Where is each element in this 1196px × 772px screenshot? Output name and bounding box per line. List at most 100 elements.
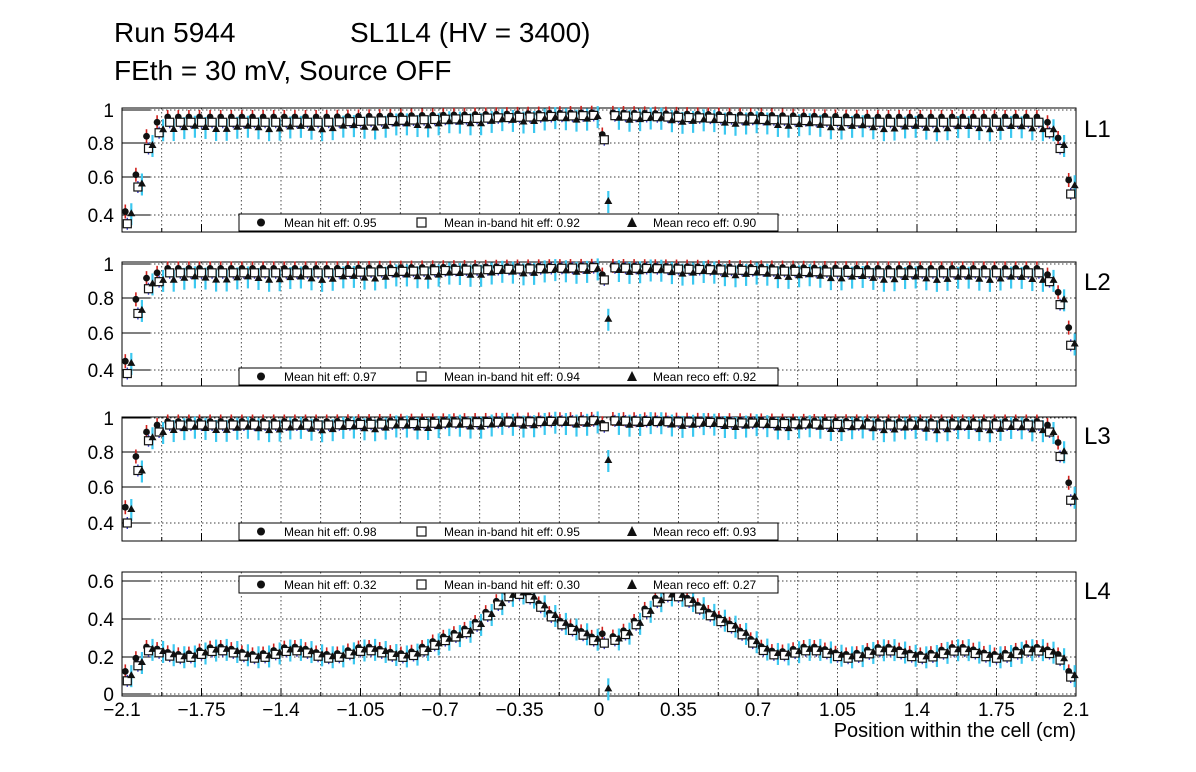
marker-reco (731, 621, 740, 629)
marker-inband (165, 268, 175, 278)
marker-hit (132, 654, 140, 662)
marker-inband (938, 117, 949, 127)
marker-inband (991, 268, 1002, 278)
marker-reco (307, 424, 316, 432)
marker-inband (271, 420, 281, 430)
marker-reco (848, 652, 857, 660)
marker-reco (413, 272, 422, 280)
marker-reco (339, 422, 348, 430)
marker-reco (275, 275, 284, 283)
marker-reco (773, 272, 782, 280)
marker-reco (572, 420, 581, 428)
marker-inband (843, 267, 853, 277)
marker-reco (826, 274, 835, 282)
legend-hit-marker (257, 527, 265, 536)
marker-reco (636, 115, 645, 123)
marker-reco (890, 425, 899, 433)
marker-reco (339, 272, 348, 280)
legend-inband-marker (416, 526, 427, 537)
y-tick-label: 1 (103, 409, 114, 430)
marker-reco (689, 596, 698, 604)
marker-reco (413, 423, 422, 431)
marker-reco (625, 420, 634, 428)
marker-inband (472, 417, 482, 428)
marker-inband (122, 518, 132, 528)
marker-reco (1017, 647, 1026, 655)
marker-inband (122, 676, 132, 686)
marker-inband (832, 267, 843, 277)
marker-hit (143, 274, 150, 282)
marker-inband (970, 268, 980, 278)
marker-reco (222, 124, 231, 132)
marker-reco (201, 122, 210, 130)
marker-reco (286, 273, 295, 281)
marker-hit (1044, 271, 1051, 278)
marker-inband (1034, 420, 1044, 430)
marker-inband (938, 420, 949, 430)
marker-reco (922, 123, 931, 131)
y-tick-label: 0.4 (88, 361, 115, 382)
marker-reco (137, 657, 146, 665)
marker-inband (355, 267, 366, 277)
y-tick-label: 0.8 (88, 134, 114, 155)
marker-reco (434, 270, 443, 278)
marker-reco (169, 426, 178, 434)
marker-reco (731, 119, 740, 127)
x-tick-label: 0 (594, 700, 605, 721)
marker-reco (975, 425, 984, 433)
marker-hit (598, 630, 606, 638)
marker-reco (752, 637, 761, 645)
marker-inband (228, 117, 238, 127)
marker-inband (133, 661, 143, 671)
legend-reco-text: Mean reco eff: 0.27 (653, 578, 757, 592)
layer-label: L4 (1084, 578, 1111, 605)
marker-reco (190, 272, 199, 280)
legend-inband-marker (416, 579, 427, 590)
marker-reco (127, 505, 136, 512)
marker-reco (572, 115, 581, 123)
marker-reco (932, 426, 941, 434)
marker-reco (519, 269, 528, 277)
marker-reco (583, 629, 592, 637)
marker-inband (228, 268, 238, 278)
marker-hit (1054, 134, 1062, 142)
marker-reco (604, 684, 613, 692)
marker-reco (519, 117, 528, 125)
marker-reco (720, 615, 729, 623)
marker-reco (848, 423, 857, 431)
marker-reco (742, 269, 751, 277)
marker-inband (122, 368, 132, 379)
marker-reco (869, 123, 878, 131)
data-points (121, 258, 1079, 380)
marker-inband (726, 418, 737, 428)
marker-inband (864, 268, 874, 278)
marker-reco (932, 275, 941, 283)
marker-inband (896, 268, 906, 278)
marker-reco (445, 117, 454, 125)
marker-reco (212, 425, 221, 433)
marker-reco (137, 466, 146, 474)
marker-reco (466, 626, 475, 634)
marker-reco (148, 141, 157, 148)
y-tick-label: 0.4 (88, 206, 115, 227)
marker-inband (514, 264, 525, 274)
marker-reco (943, 425, 952, 433)
legend-reco-marker (627, 526, 637, 536)
marker-reco (318, 275, 327, 283)
marker-reco (773, 423, 782, 431)
marker-reco (583, 266, 592, 274)
marker-inband (143, 143, 154, 154)
y-tick-label: 0.6 (88, 324, 114, 345)
marker-inband (525, 264, 535, 274)
marker-reco (689, 116, 698, 124)
marker-reco (742, 628, 751, 636)
marker-reco (551, 265, 560, 273)
marker-reco (837, 425, 846, 433)
marker-inband (154, 128, 164, 138)
marker-reco (561, 618, 570, 626)
marker-inband (822, 419, 832, 429)
marker-reco (159, 428, 168, 435)
marker-inband (324, 268, 334, 278)
marker-reco (445, 268, 454, 276)
marker-inband (196, 268, 207, 278)
